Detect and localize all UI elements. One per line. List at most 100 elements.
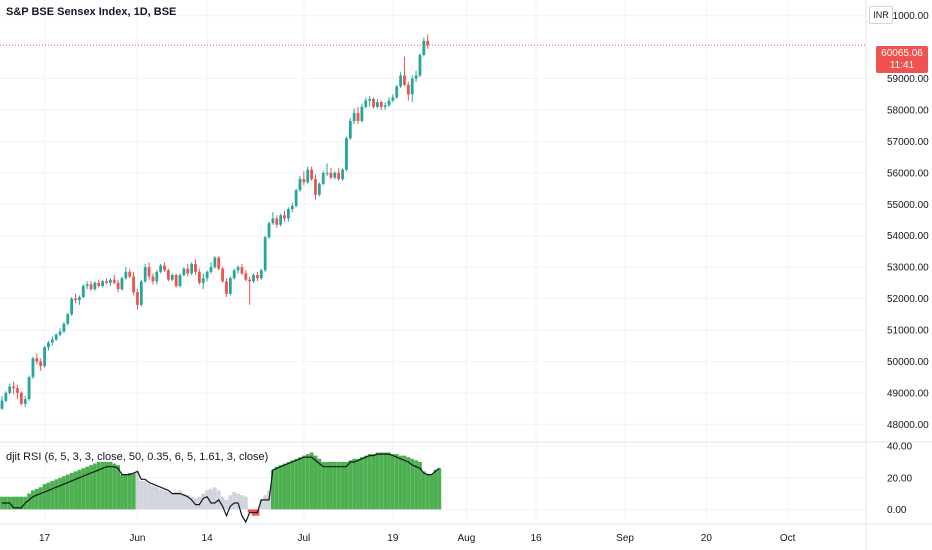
histogram-bar (418, 461, 422, 510)
histogram-bar (247, 509, 252, 513)
histogram-bar (108, 461, 113, 510)
candle-body (314, 179, 317, 195)
candle-body (50, 339, 54, 343)
y-tick-label: 55000.00 (887, 200, 929, 211)
histogram-bar (356, 458, 360, 510)
candle-body (236, 267, 240, 271)
candle-body (275, 218, 279, 225)
candle-body (174, 275, 178, 286)
candle-body (124, 271, 128, 279)
histogram-bar (100, 461, 105, 510)
candle-body (190, 264, 194, 274)
candle-body (306, 169, 310, 183)
candle-body (39, 361, 43, 367)
histogram-bar (240, 495, 244, 510)
candle-body (47, 342, 50, 348)
x-tick-label: Aug (458, 533, 476, 544)
histogram-bar (414, 460, 418, 510)
candle-body (410, 78, 414, 95)
candle-body (317, 183, 321, 195)
candle-body (101, 281, 105, 286)
candle-body (372, 99, 375, 107)
histogram-bar (390, 454, 395, 510)
histogram-bar (259, 499, 264, 510)
histogram-bar (309, 452, 314, 510)
histogram-bar (42, 484, 47, 510)
candle-body (93, 282, 97, 290)
histogram-bar (131, 473, 136, 510)
y-tick-label: 48000.00 (887, 420, 929, 431)
candle-body (89, 284, 93, 290)
candle-body (248, 279, 252, 282)
candle-body (426, 40, 430, 46)
candle-body (35, 358, 39, 362)
histogram-bar (54, 479, 59, 510)
candle-body (54, 334, 58, 340)
candle-body (16, 388, 19, 393)
candle-body (348, 121, 352, 139)
histogram-bar (410, 458, 415, 510)
candle-body (294, 190, 298, 206)
y-tick-label: 50000.00 (887, 357, 929, 368)
candle-body (12, 386, 16, 389)
candle-body (182, 268, 186, 275)
histogram-bar (425, 474, 430, 510)
histogram-bar (298, 457, 302, 510)
candle-body (252, 275, 255, 282)
candle-body (387, 100, 391, 106)
histogram-bar (406, 457, 411, 510)
histogram-bar (278, 465, 283, 510)
histogram-bar (301, 455, 306, 510)
candle-body (197, 271, 201, 283)
x-tick-label: 16 (530, 533, 542, 544)
histogram-bar (232, 491, 237, 510)
currency-button[interactable]: INR (869, 6, 893, 24)
histogram-bar (181, 493, 186, 510)
histogram-bar (212, 487, 217, 510)
candle-body (186, 268, 190, 274)
histogram-bar (112, 463, 117, 510)
histogram-bar (38, 487, 43, 510)
histogram-bar (371, 454, 376, 510)
candle-body (403, 75, 406, 85)
candle-body (406, 84, 410, 95)
y-tick-label: 59000.00 (887, 74, 929, 85)
candle-body (345, 138, 348, 170)
candle-body (240, 267, 244, 274)
histogram-bar (143, 480, 148, 510)
histogram-bar (147, 484, 151, 510)
histogram-bar (46, 482, 51, 510)
candle-body (399, 75, 403, 87)
candle-body (279, 215, 283, 225)
histogram-bar (263, 495, 268, 510)
histogram-bar (89, 465, 93, 510)
histogram-bar (85, 466, 90, 510)
candle-body (159, 265, 163, 272)
histogram-bar (329, 461, 333, 510)
histogram-bar (220, 496, 225, 510)
candle-body (221, 268, 224, 282)
y-tick-label: 56000.00 (887, 168, 929, 179)
histogram-bar (387, 452, 391, 510)
candle-body (341, 169, 344, 180)
candle-body (105, 281, 108, 283)
histogram-bar (123, 474, 128, 510)
candle-body (325, 172, 329, 174)
histogram-bar (81, 468, 86, 510)
candle-body (356, 113, 360, 121)
histogram-bar (154, 487, 159, 510)
candle-body (97, 282, 101, 286)
candle-body (213, 257, 217, 268)
ind-y-tick-label: 0.00 (887, 505, 907, 516)
histogram-bar (92, 463, 97, 510)
candle-body (170, 275, 174, 280)
ind-y-tick-label: 40.00 (887, 442, 912, 453)
y-tick-label: 52000.00 (887, 294, 929, 305)
candle-body (70, 298, 74, 315)
histogram-bar (185, 495, 190, 510)
x-tick-label: 20 (701, 533, 713, 544)
candle-body (352, 113, 356, 121)
candle-body (228, 278, 232, 294)
histogram-bar (271, 469, 275, 510)
